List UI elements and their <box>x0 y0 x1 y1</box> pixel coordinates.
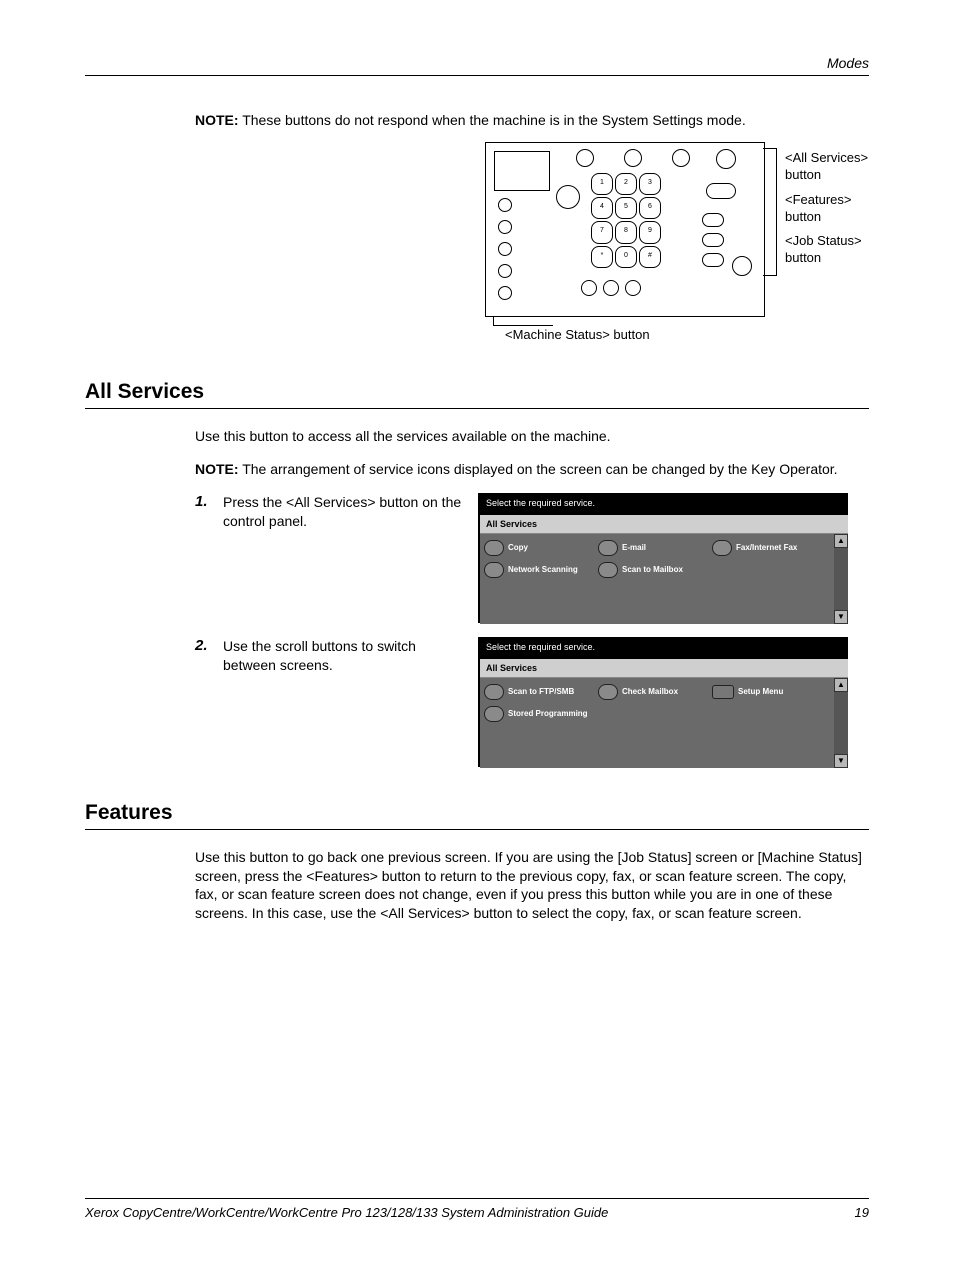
note-label: NOTE: <box>195 461 239 477</box>
ftp-icon <box>484 684 504 700</box>
service-email: E-mail <box>598 540 706 556</box>
service-scan-mailbox: Scan to Mailbox <box>598 562 706 578</box>
features-text: Use this button to go back one previous … <box>195 848 869 924</box>
network-scan-icon <box>484 562 504 578</box>
scroll-bar: ▲ ▼ <box>834 534 848 624</box>
scroll-down-icon: ▼ <box>834 610 848 624</box>
panel-outline: 123 456 789 *0# <box>485 142 765 317</box>
screen-title: Select the required service. <box>480 493 848 515</box>
scroll-up-icon: ▲ <box>834 678 848 692</box>
step-number: 1. <box>195 493 223 510</box>
screen-title: Select the required service. <box>480 637 848 659</box>
step-text: Use the scroll buttons to switch between… <box>223 637 478 675</box>
service-setup-menu: Setup Menu <box>712 684 820 700</box>
screenshot-all-services-2: Select the required service. All Service… <box>478 637 848 767</box>
scroll-down-icon: ▼ <box>834 754 848 768</box>
header-section: Modes <box>85 55 869 75</box>
email-icon <box>598 540 618 556</box>
note-text: These buttons do not respond when the ma… <box>242 112 746 128</box>
service-fax: Fax/Internet Fax <box>712 540 820 556</box>
service-network-scan: Network Scanning <box>484 562 592 578</box>
control-panel-diagram: 123 456 789 *0# <All Services> button <F… <box>195 142 869 352</box>
service-scan-ftp: Scan to FTP/SMB <box>484 684 592 700</box>
step-text: Press the <All Services> button on the c… <box>223 493 478 531</box>
heading-all-services: All Services <box>85 380 869 409</box>
footer-page-number: 19 <box>855 1205 869 1220</box>
note-text: The arrangement of service icons display… <box>242 461 837 477</box>
stored-prog-icon <box>484 706 504 722</box>
callout-job-status: <Job Status> button <box>785 233 869 267</box>
scroll-up-icon: ▲ <box>834 534 848 548</box>
step-number: 2. <box>195 637 223 654</box>
scroll-bar: ▲ ▼ <box>834 678 848 768</box>
check-mailbox-icon <box>598 684 618 700</box>
note-1: NOTE: These buttons do not respond when … <box>195 111 869 130</box>
service-stored-programming: Stored Programming <box>484 706 592 722</box>
callout-all-services: <All Services> button <box>785 150 869 184</box>
service-check-mailbox: Check Mailbox <box>598 684 706 700</box>
callout-features: <Features> button <box>785 192 869 226</box>
all-services-note: NOTE: The arrangement of service icons d… <box>195 460 869 479</box>
mailbox-icon <box>598 562 618 578</box>
callout-machine-status: <Machine Status> button <box>505 327 650 342</box>
copy-icon <box>484 540 504 556</box>
fax-icon <box>712 540 732 556</box>
screenshot-all-services-1: Select the required service. All Service… <box>478 493 848 623</box>
screen-tab: All Services <box>480 515 848 534</box>
screen-tab: All Services <box>480 659 848 678</box>
heading-features: Features <box>85 801 869 830</box>
note-label: NOTE: <box>195 112 239 128</box>
all-services-intro: Use this button to access all the servic… <box>195 427 869 446</box>
setup-icon <box>712 685 734 699</box>
service-copy: Copy <box>484 540 592 556</box>
footer-title: Xerox CopyCentre/WorkCentre/WorkCentre P… <box>85 1205 608 1220</box>
